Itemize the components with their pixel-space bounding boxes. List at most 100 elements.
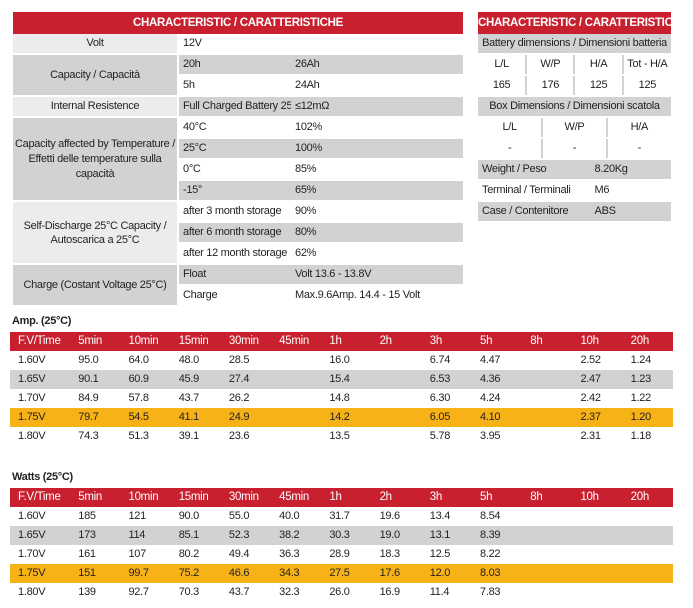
value-cell [522, 427, 572, 446]
value-cell [522, 370, 573, 389]
storage-capacity: 80% [291, 222, 464, 244]
amp-table-title: Amp. (25°C) [12, 315, 72, 327]
value-cell [271, 427, 321, 446]
column-header: 8h [522, 488, 573, 507]
weight-value: 8.20Kg [590, 159, 671, 181]
value-cell: 84.9 [78, 392, 99, 404]
table-row: 1.70V 84.9 57.8 43.7 26.2 14.8 6.30 4.24 2.42 1.2… [10, 389, 673, 408]
value-cell [372, 389, 422, 408]
value-cell [572, 564, 623, 583]
row-volt: Volt 12V [13, 34, 464, 55]
value-cell [522, 351, 572, 370]
storage-period: after 12 month storage [178, 243, 291, 265]
value-cell: 26.2 [228, 392, 250, 404]
value-cell: 27.5 [321, 564, 372, 583]
value-cell: 12.0 [421, 564, 473, 583]
value-cell: 2.47 [572, 370, 623, 389]
final-voltage-cell: 1.65V [10, 526, 71, 545]
value-cell: 90.1 [70, 370, 121, 389]
value-cell: 13.4 [429, 510, 451, 522]
column-header: 8h [522, 332, 573, 351]
value-cell [522, 526, 573, 545]
column-header: 3h [421, 488, 473, 507]
value-cell: 48.0 [178, 354, 200, 366]
column-header: 45min [271, 488, 322, 507]
value-cell: 40.0 [279, 510, 300, 522]
value-cell: 4.24 [480, 392, 501, 404]
value-cell: 55.0 [228, 510, 250, 522]
final-voltage-cell: 1.60V [18, 354, 46, 366]
value-cell: 27.4 [220, 370, 272, 389]
battery-height: 125 [574, 75, 624, 97]
characteristics-title: CHARACTERISTIC / CARATTERISTICHE [13, 12, 464, 34]
column-header: 1h [321, 332, 372, 351]
value-cell [522, 583, 572, 602]
value-cell: 23.6 [228, 430, 250, 442]
value-cell: 8.03 [472, 564, 523, 583]
value-cell: 114 [120, 526, 171, 545]
table-row: 1.80V 139 92.7 70.3 43.7 32.3 26.0 16.9 11.4 7.83 [10, 583, 673, 602]
value-cell: 43.7 [228, 586, 250, 598]
table-row: 1.65V 90.1 60.9 45.9 27.4 15.4 6.53 4.36 2.47 1.2… [10, 370, 673, 389]
value-cell: 16.9 [379, 586, 401, 598]
header-row: F.V/Time 5min 10min 15min 30min 45min 1h 2h 3h 5h… [10, 332, 673, 351]
value-cell [572, 545, 622, 564]
value-cell: 79.7 [70, 408, 121, 427]
value-cell: 139 [78, 586, 96, 598]
temperature: 40°C [178, 117, 291, 139]
value-cell: 3.95 [480, 430, 501, 442]
value-cell: 92.7 [128, 586, 149, 598]
capacity-value: 26Ah [291, 54, 464, 76]
box-header-width: W/P [542, 117, 608, 139]
battery-header-length: L/L [478, 54, 528, 76]
characteristics-table: CHARACTERISTIC / CARATTERISTICHE Volt 12… [13, 12, 464, 307]
value-cell: 4.10 [472, 408, 523, 427]
capacity-time: 5h [178, 75, 291, 97]
value-cell: 8.54 [480, 510, 501, 522]
value-cell: 6.74 [429, 354, 451, 366]
temperature: 0°C [178, 159, 291, 181]
battery-length: 165 [478, 75, 528, 97]
value-cell: 8.39 [472, 526, 523, 545]
value-cell: 2.42 [580, 392, 601, 404]
value-cell: 6.05 [421, 408, 473, 427]
value-cell: 49.4 [228, 548, 250, 560]
value-cell: 52.3 [220, 526, 272, 545]
value-cell: 1.24 [630, 354, 652, 366]
column-header: 5h [472, 332, 523, 351]
value-cell: 1.23 [622, 370, 673, 389]
charge-voltage: Volt 13.6 - 13.8V [291, 264, 464, 286]
value-cell: 31.7 [329, 510, 350, 522]
value-cell: 6.30 [429, 392, 451, 404]
value-cell: 90.0 [178, 510, 200, 522]
value-cell [522, 507, 572, 526]
table-row: 1.75V 151 99.7 75.2 46.6 34.3 27.5 17.6 12.0 8.03 [10, 564, 673, 583]
column-header: 10h [572, 488, 623, 507]
value-cell: 151 [70, 564, 121, 583]
temperature: 25°C [178, 138, 291, 160]
value-cell: 1.18 [630, 430, 652, 442]
volt-label: Volt [13, 34, 179, 55]
value-cell: 12.5 [429, 548, 451, 560]
table-row: 1.60V 185 121 90.0 55.0 40.0 31.7 19.6 13.4 8.54 [10, 507, 673, 526]
value-cell: 46.6 [220, 564, 272, 583]
final-voltage-cell: 1.65V [10, 370, 71, 389]
value-cell: 14.8 [329, 392, 350, 404]
value-cell: 32.3 [279, 586, 300, 598]
value-cell: 38.2 [271, 526, 322, 545]
internal-resistance-value: ≤12mΩ [291, 96, 464, 118]
value-cell [372, 427, 422, 446]
temperature: -15° [178, 180, 291, 202]
charge-mode: Charge [178, 285, 291, 307]
value-cell [371, 370, 422, 389]
table-row: 1.60V 95.0 64.0 48.0 28.5 16.0 6.74 4.47 2.52 1.2… [10, 351, 673, 370]
value-cell [271, 370, 322, 389]
table-row: 1.80V 74.3 51.3 39.1 23.6 13.5 5.78 3.95 2.31 1.1… [10, 427, 673, 446]
value-cell [522, 545, 572, 564]
storage-period: after 6 month storage [178, 222, 291, 244]
value-cell: 121 [128, 510, 146, 522]
value-cell: 173 [70, 526, 121, 545]
watts-discharge-table: F.V/Time 5min 10min 15min 30min 45min 1h 2h 3h 5h… [10, 488, 673, 602]
column-header: 3h [421, 332, 473, 351]
terminal-label: Terminal / Terminali [478, 180, 591, 202]
